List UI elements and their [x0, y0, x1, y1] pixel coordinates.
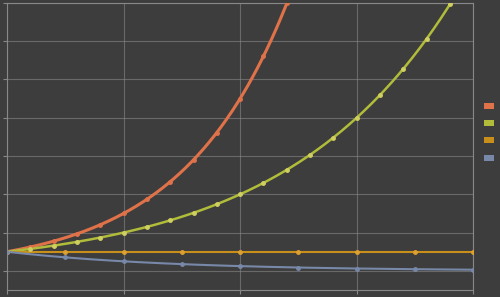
Legend: , , , : , , ,	[482, 100, 498, 164]
